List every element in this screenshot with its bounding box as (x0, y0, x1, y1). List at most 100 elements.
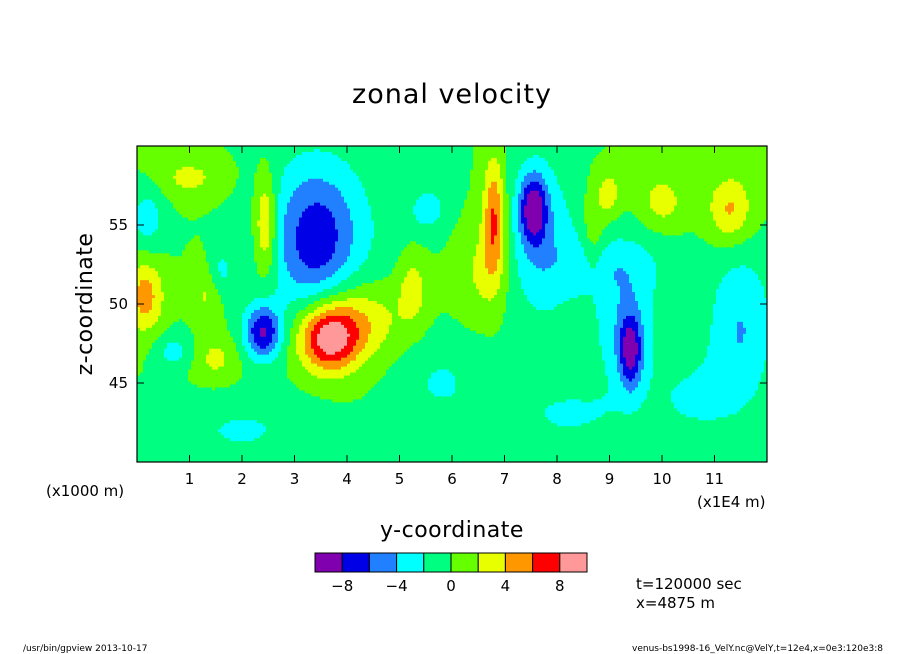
heatmap-cell (200, 212, 204, 215)
heatmap-cell (380, 152, 384, 155)
heatmap-cell (752, 164, 756, 167)
heatmap-cell (641, 182, 645, 185)
heatmap-cell (743, 182, 747, 185)
heatmap-cell (380, 188, 384, 191)
heatmap-cell (452, 179, 456, 182)
heatmap-cell (275, 185, 279, 188)
heatmap-cell (149, 197, 153, 200)
heatmap-cell (410, 215, 414, 218)
heatmap-cell (491, 158, 495, 161)
heatmap-cell (491, 152, 495, 155)
heatmap-cell (212, 152, 216, 155)
heatmap-cell (650, 185, 654, 188)
heatmap-cell (158, 191, 162, 194)
heatmap-cell (731, 182, 735, 185)
heatmap-cell (332, 200, 336, 203)
heatmap-cell (728, 200, 732, 203)
heatmap-cell (509, 209, 513, 212)
heatmap-cell (665, 185, 669, 188)
heatmap-cell (188, 182, 192, 185)
heatmap-cell (392, 161, 396, 164)
heatmap-cell (359, 152, 363, 155)
heatmap-cell (164, 164, 168, 167)
heatmap-cell (509, 206, 513, 209)
heatmap-cell (758, 182, 762, 185)
heatmap-cell (608, 191, 612, 194)
heatmap-cell (287, 179, 291, 182)
heatmap-cell (677, 203, 681, 206)
heatmap-cell (635, 179, 639, 182)
heatmap-cell (170, 203, 174, 206)
heatmap-cell (746, 200, 750, 203)
heatmap-cell (593, 152, 597, 155)
heatmap-cell (530, 164, 534, 167)
heatmap-cell (239, 170, 243, 173)
heatmap-cell (647, 149, 651, 152)
heatmap-cell (194, 164, 198, 167)
heatmap-cell (641, 164, 645, 167)
heatmap-cell (686, 170, 690, 173)
heatmap-cell (722, 164, 726, 167)
heatmap-cell (713, 191, 717, 194)
heatmap-cell (758, 152, 762, 155)
heatmap-cell (569, 197, 573, 200)
heatmap-cell (347, 212, 351, 215)
heatmap-cell (599, 152, 603, 155)
heatmap-cell (599, 215, 603, 218)
heatmap-cell (524, 155, 528, 158)
heatmap-cell (254, 215, 258, 218)
heatmap-cell (404, 158, 408, 161)
heatmap-cell (575, 200, 579, 203)
heatmap-cell (407, 161, 411, 164)
heatmap-cell (665, 179, 669, 182)
heatmap-cell (146, 170, 150, 173)
heatmap-cell (515, 191, 519, 194)
heatmap-cell (344, 197, 348, 200)
heatmap-cell (722, 161, 726, 164)
heatmap-cell (170, 155, 174, 158)
heatmap-cell (278, 185, 282, 188)
heatmap-cell (239, 173, 243, 176)
heatmap-cell (380, 179, 384, 182)
heatmap-cell (281, 167, 285, 170)
heatmap-cell (140, 173, 144, 176)
heatmap-cell (581, 164, 585, 167)
heatmap-cell (521, 179, 525, 182)
heatmap-cell (455, 158, 459, 161)
heatmap-cell (656, 155, 660, 158)
heatmap-cell (563, 170, 567, 173)
heatmap-cell (269, 161, 273, 164)
heatmap-cell (476, 212, 480, 215)
heatmap-cell (221, 170, 225, 173)
heatmap-cell (383, 209, 387, 212)
heatmap-cell (260, 182, 264, 185)
heatmap-cell (155, 212, 159, 215)
heatmap-cell (152, 149, 156, 152)
heatmap-cell (377, 164, 381, 167)
heatmap-cell (422, 212, 426, 215)
heatmap-cell (467, 200, 471, 203)
heatmap-cell (629, 206, 633, 209)
heatmap-cell (638, 203, 642, 206)
heatmap-cell (305, 206, 309, 209)
heatmap-cell (194, 167, 198, 170)
heatmap-cell (518, 176, 522, 179)
heatmap-cell (677, 200, 681, 203)
heatmap-cell (545, 188, 549, 191)
heatmap-cell (536, 167, 540, 170)
heatmap-cell (596, 200, 600, 203)
heatmap-cell (338, 167, 342, 170)
heatmap-cell (719, 149, 723, 152)
heatmap-cell (680, 176, 684, 179)
heatmap-cell (224, 161, 228, 164)
heatmap-cell (371, 203, 375, 206)
heatmap-cell (659, 176, 663, 179)
heatmap-cell (224, 203, 228, 206)
heatmap-cell (662, 164, 666, 167)
heatmap-cell (734, 197, 738, 200)
heatmap-cell (308, 209, 312, 212)
heatmap-cell (638, 158, 642, 161)
heatmap-cell (317, 215, 321, 218)
heatmap-cell (470, 161, 474, 164)
heatmap-cell (614, 182, 618, 185)
